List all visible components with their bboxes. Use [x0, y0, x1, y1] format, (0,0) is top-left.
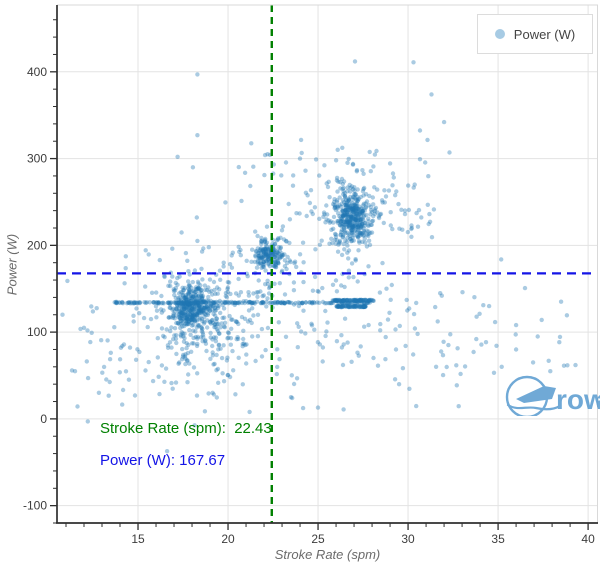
- mean-power-annotation: Power (W): 167.67: [100, 452, 226, 469]
- watermark-partial-letter: a: [596, 384, 600, 415]
- legend-marker-icon: [494, 29, 505, 39]
- x-tick-label: 15: [131, 532, 145, 546]
- y-tick-label: 0: [40, 412, 47, 426]
- legend[interactable]: Power (W): [477, 14, 593, 54]
- y-tick-label: 400: [27, 65, 47, 79]
- x-tick-label: 20: [221, 532, 235, 546]
- x-tick-label: 40: [581, 532, 595, 546]
- mean-stroke-rate-annotation: Stroke Rate (spm): 22.43: [100, 420, 272, 437]
- watermark-text: rows: [556, 384, 600, 415]
- legend-label: Power (W): [513, 26, 576, 42]
- watermark-logo: rows a: [505, 375, 600, 416]
- x-tick-label: 30: [401, 532, 415, 546]
- y-axis-title: Power (W): [4, 233, 20, 296]
- scatter-points: [60, 59, 578, 454]
- watermark-wave-icon: [506, 403, 562, 411]
- x-tick-label: 35: [491, 532, 505, 546]
- y-tick-label: 300: [27, 152, 47, 166]
- watermark-boat-icon: [516, 386, 556, 403]
- y-tick-label: 200: [27, 238, 47, 252]
- x-tick-label: 25: [311, 532, 325, 546]
- y-tick-label: 100: [27, 325, 47, 339]
- y-tick-label: -100: [23, 499, 47, 513]
- x-axis-title: Stroke Rate (spm): [274, 547, 381, 562]
